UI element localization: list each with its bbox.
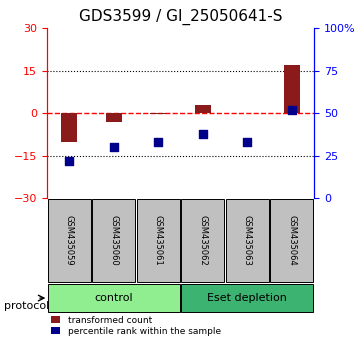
Text: GSM435059: GSM435059 xyxy=(65,215,74,266)
Text: GSM435064: GSM435064 xyxy=(287,215,296,266)
Bar xyxy=(226,199,269,282)
Bar xyxy=(61,113,77,142)
Bar xyxy=(48,284,180,312)
Legend: transformed count, percentile rank within the sample: transformed count, percentile rank withi… xyxy=(52,316,221,336)
Text: GSM435061: GSM435061 xyxy=(154,215,163,266)
Bar xyxy=(181,199,224,282)
Bar xyxy=(48,199,91,282)
Bar xyxy=(195,105,210,113)
Point xyxy=(289,107,295,113)
Point xyxy=(66,158,72,164)
Bar xyxy=(151,113,166,114)
Point xyxy=(244,139,250,145)
Text: GSM435060: GSM435060 xyxy=(109,215,118,266)
Bar xyxy=(92,199,135,282)
Text: GDS3599 / GI_25050641-S: GDS3599 / GI_25050641-S xyxy=(79,9,282,25)
Text: GSM435062: GSM435062 xyxy=(198,215,207,266)
Text: protocol: protocol xyxy=(4,301,49,311)
Bar xyxy=(270,199,313,282)
Text: control: control xyxy=(95,293,133,303)
Point xyxy=(200,131,206,137)
Point xyxy=(155,139,161,145)
Bar xyxy=(284,64,300,113)
Point xyxy=(111,144,117,150)
Text: Eset depletion: Eset depletion xyxy=(207,293,287,303)
Bar xyxy=(181,284,313,312)
Bar xyxy=(106,113,122,122)
Bar xyxy=(137,199,180,282)
Text: GSM435063: GSM435063 xyxy=(243,215,252,266)
